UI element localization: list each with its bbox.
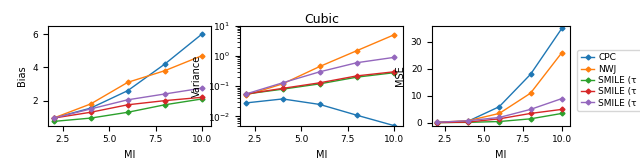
NWJ bbox=[124, 81, 132, 83]
SMILE (τ = 5.0) bbox=[316, 82, 324, 84]
X-axis label: MI: MI bbox=[495, 150, 506, 160]
CPC bbox=[50, 117, 58, 119]
SMILE (τ = ∞) bbox=[87, 108, 95, 110]
CPC bbox=[161, 63, 169, 65]
Title: Cubic: Cubic bbox=[304, 13, 339, 26]
SMILE (τ = ∞) bbox=[433, 121, 440, 123]
NWJ bbox=[390, 34, 398, 36]
CPC bbox=[316, 104, 324, 105]
SMILE (τ = 5.0) bbox=[50, 117, 58, 119]
SMILE (τ = 1.0) bbox=[161, 104, 169, 106]
CPC bbox=[198, 33, 206, 35]
NWJ bbox=[242, 94, 250, 96]
SMILE (τ = 5.0) bbox=[279, 87, 287, 89]
Line: SMILE (τ = ∞): SMILE (τ = ∞) bbox=[435, 97, 563, 124]
CPC bbox=[433, 121, 440, 123]
SMILE (τ = 1.0) bbox=[87, 117, 95, 119]
NWJ bbox=[161, 70, 169, 72]
Y-axis label: Variance: Variance bbox=[193, 55, 202, 97]
CPC bbox=[495, 106, 503, 108]
NWJ bbox=[316, 66, 324, 67]
Line: NWJ: NWJ bbox=[244, 33, 396, 97]
Line: NWJ: NWJ bbox=[435, 51, 563, 124]
CPC bbox=[464, 120, 472, 122]
SMILE (τ = ∞) bbox=[527, 108, 534, 110]
NWJ bbox=[558, 52, 566, 54]
X-axis label: MI: MI bbox=[124, 150, 135, 160]
SMILE (τ = 5.0) bbox=[353, 75, 361, 77]
Line: SMILE (τ = 1.0): SMILE (τ = 1.0) bbox=[244, 71, 396, 96]
Line: CPC: CPC bbox=[435, 27, 563, 124]
Y-axis label: MSE: MSE bbox=[396, 65, 405, 86]
CPC bbox=[124, 90, 132, 92]
SMILE (τ = ∞) bbox=[495, 117, 503, 118]
X-axis label: MI: MI bbox=[316, 150, 327, 160]
Line: NWJ: NWJ bbox=[52, 54, 204, 120]
SMILE (τ = 5.0) bbox=[87, 111, 95, 113]
SMILE (τ = 1.0) bbox=[464, 121, 472, 123]
Line: SMILE (τ = 5.0): SMILE (τ = 5.0) bbox=[435, 108, 563, 124]
SMILE (τ = ∞) bbox=[390, 56, 398, 58]
SMILE (τ = 1.0) bbox=[50, 120, 58, 122]
SMILE (τ = 1.0) bbox=[558, 113, 566, 114]
NWJ bbox=[464, 120, 472, 122]
SMILE (τ = 1.0) bbox=[353, 76, 361, 78]
SMILE (τ = 5.0) bbox=[527, 113, 534, 114]
SMILE (τ = 1.0) bbox=[198, 98, 206, 100]
SMILE (τ = ∞) bbox=[279, 82, 287, 84]
CPC bbox=[242, 102, 250, 104]
SMILE (τ = ∞) bbox=[198, 87, 206, 89]
SMILE (τ = ∞) bbox=[353, 62, 361, 64]
SMILE (τ = 5.0) bbox=[124, 104, 132, 106]
CPC bbox=[527, 73, 534, 75]
SMILE (τ = 5.0) bbox=[558, 108, 566, 110]
Line: SMILE (τ = 5.0): SMILE (τ = 5.0) bbox=[244, 70, 396, 96]
SMILE (τ = ∞) bbox=[50, 117, 58, 119]
Line: SMILE (τ = ∞): SMILE (τ = ∞) bbox=[244, 56, 396, 96]
SMILE (τ = 1.0) bbox=[495, 121, 503, 123]
SMILE (τ = 1.0) bbox=[316, 83, 324, 85]
Line: CPC: CPC bbox=[244, 97, 396, 127]
Legend: CPC, NWJ, SMILE (τ = 1.0), SMILE (τ = 5.0), SMILE (τ = ∞): CPC, NWJ, SMILE (τ = 1.0), SMILE (τ = 5.… bbox=[577, 50, 640, 111]
NWJ bbox=[527, 92, 534, 94]
SMILE (τ = ∞) bbox=[124, 99, 132, 101]
SMILE (τ = 1.0) bbox=[124, 111, 132, 113]
SMILE (τ = ∞) bbox=[464, 120, 472, 122]
SMILE (τ = ∞) bbox=[242, 93, 250, 95]
SMILE (τ = 5.0) bbox=[464, 121, 472, 123]
CPC bbox=[279, 98, 287, 100]
SMILE (τ = 5.0) bbox=[390, 71, 398, 73]
CPC bbox=[390, 125, 398, 127]
SMILE (τ = 5.0) bbox=[495, 118, 503, 120]
SMILE (τ = 5.0) bbox=[242, 93, 250, 95]
SMILE (τ = 5.0) bbox=[198, 96, 206, 98]
Y-axis label: Bias: Bias bbox=[17, 65, 27, 86]
NWJ bbox=[433, 121, 440, 123]
SMILE (τ = 5.0) bbox=[433, 122, 440, 124]
NWJ bbox=[495, 113, 503, 114]
NWJ bbox=[50, 117, 58, 119]
SMILE (τ = ∞) bbox=[161, 93, 169, 95]
SMILE (τ = 1.0) bbox=[527, 118, 534, 120]
SMILE (τ = 1.0) bbox=[279, 88, 287, 90]
SMILE (τ = ∞) bbox=[316, 71, 324, 73]
SMILE (τ = 1.0) bbox=[433, 122, 440, 124]
Line: SMILE (τ = ∞): SMILE (τ = ∞) bbox=[52, 86, 204, 120]
Line: CPC: CPC bbox=[52, 32, 204, 120]
NWJ bbox=[198, 55, 206, 57]
NWJ bbox=[279, 83, 287, 85]
NWJ bbox=[87, 103, 95, 105]
SMILE (τ = ∞) bbox=[558, 98, 566, 99]
Line: SMILE (τ = 1.0): SMILE (τ = 1.0) bbox=[435, 112, 563, 124]
CPC bbox=[87, 107, 95, 109]
SMILE (τ = 1.0) bbox=[242, 93, 250, 95]
NWJ bbox=[353, 50, 361, 52]
SMILE (τ = 1.0) bbox=[390, 72, 398, 74]
CPC bbox=[353, 114, 361, 116]
Line: SMILE (τ = 5.0): SMILE (τ = 5.0) bbox=[52, 96, 204, 120]
CPC bbox=[558, 28, 566, 29]
Line: SMILE (τ = 1.0): SMILE (τ = 1.0) bbox=[52, 97, 204, 123]
SMILE (τ = 5.0) bbox=[161, 100, 169, 102]
